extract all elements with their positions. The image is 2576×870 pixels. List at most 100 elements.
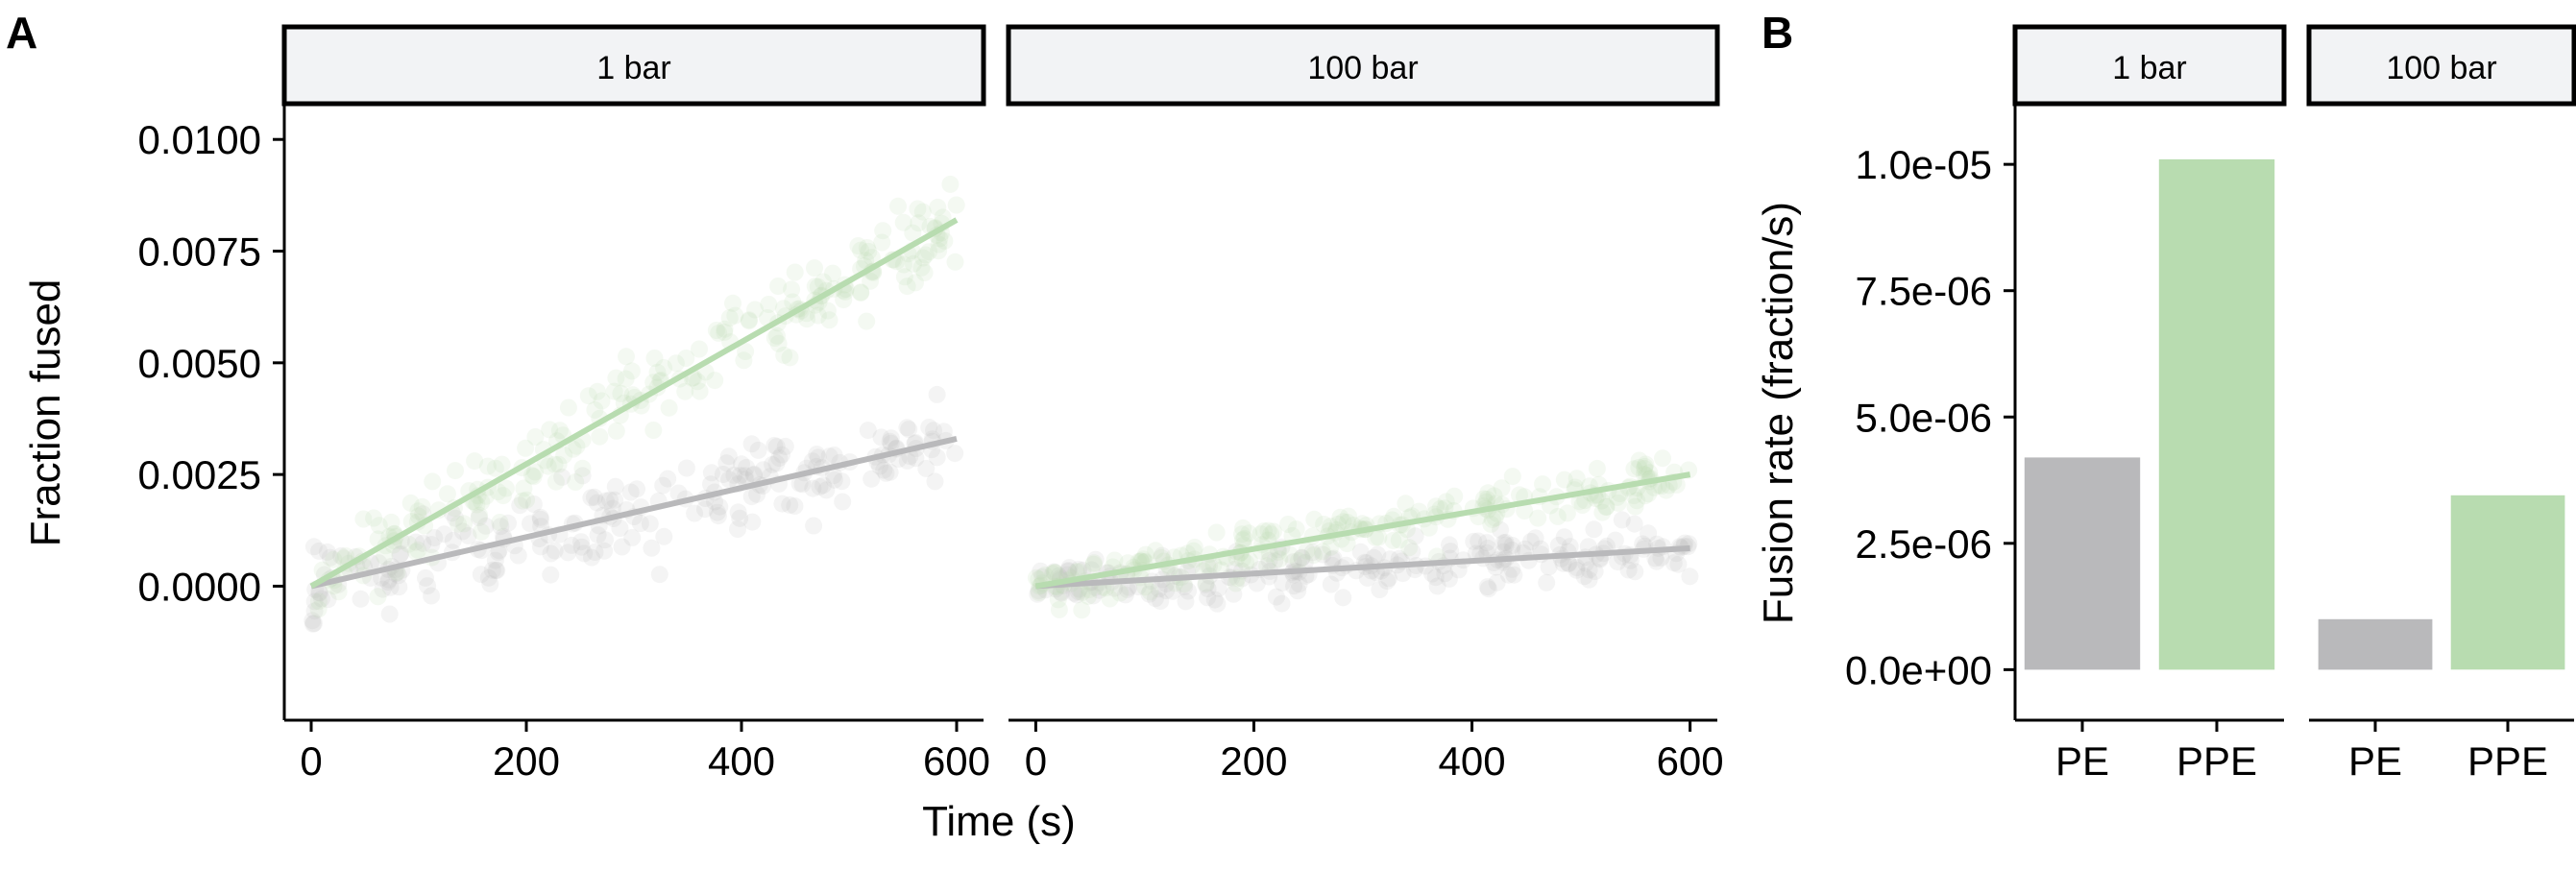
data-point-ppe [1625,460,1643,478]
data-point-pe [406,533,425,551]
data-point-pe [1059,563,1078,580]
data-point-pe [643,539,661,557]
data-point-pe [380,605,399,623]
data-point-pe [319,591,337,609]
data-point-pe [1296,553,1314,571]
data-point-ppe [1570,493,1589,511]
data-point-ppe [1304,546,1323,564]
b1-x-ticks: PE PPE [2055,720,2257,784]
data-point-pe [1371,581,1389,598]
data-point-pe [1560,555,1578,573]
data-point-pe [731,467,749,485]
data-point-ppe [645,350,664,367]
data-point-pe [898,451,916,470]
data-point-pe [1068,586,1086,604]
data-point-ppe [936,231,954,250]
data-point-ppe [1431,499,1449,518]
data-point-pe [1577,554,1594,572]
data-point-pe [374,580,392,598]
data-point-ppe [400,535,418,553]
data-point-pe [733,455,750,473]
data-point-pe [702,475,719,494]
data-point-ppe [1111,584,1130,602]
data-point-pe [472,566,490,584]
data-point-ppe [905,254,922,273]
data-point-pe [1045,563,1063,581]
bar-pe [2024,457,2141,670]
data-point-pe [742,488,761,506]
data-point-pe [1084,587,1103,605]
data-point-pe [811,477,829,495]
x-tick-label: 400 [708,738,775,784]
data-point-ppe [1234,519,1252,537]
data-point-pe [583,548,600,567]
data-point-pe [509,546,527,565]
data-point-pe [729,520,746,538]
data-point-ppe [329,583,348,601]
data-point-pe [809,448,827,467]
data-point-pe [1423,565,1442,583]
data-point-ppe [766,329,784,347]
data-point-pe [1488,573,1506,592]
data-point-ppe [1593,503,1612,521]
data-point-pe [417,568,434,587]
data-point-pe [1522,533,1540,550]
data-point-ppe [413,497,431,516]
data-point-pe [882,429,900,447]
data-point-pe [1609,553,1627,571]
data-point-pe [423,587,441,605]
data-point-pe [1378,572,1397,591]
data-point-ppe [568,437,586,455]
data-point-pe [1470,532,1488,550]
fit-line-ppe [1034,471,1691,590]
data-point-ppe [365,509,383,527]
data-point-pe [621,483,640,501]
data-point-pe [596,492,615,510]
data-point-pe [1503,537,1521,554]
data-point-ppe [775,346,793,364]
data-point-ppe [852,283,870,302]
data-point-pe [1505,566,1523,584]
data-point-ppe [622,362,641,380]
data-point-ppe [716,323,734,341]
data-point-ppe [1483,510,1501,528]
data-point-pe [808,446,826,464]
data-point-ppe [862,272,880,290]
data-point-ppe [337,547,354,565]
data-point-pe [1567,559,1586,577]
data-point-ppe [559,399,577,417]
data-point-ppe [1400,539,1419,557]
data-point-pe [1314,545,1332,564]
data-point-ppe [1279,516,1298,533]
facet-label-b1: 1 bar [2112,50,2187,86]
data-point-ppe [835,291,853,309]
data-point-pe [781,495,799,514]
data-point-ppe [1233,525,1251,544]
data-point-pe [1293,549,1311,568]
a-y-axis-title: Fraction fused [22,279,69,547]
data-point-pe [1150,580,1168,598]
data-point-pe [542,544,560,563]
data-point-ppe [1390,531,1408,549]
data-point-pe [601,491,619,509]
data-point-ppe [1534,475,1552,494]
data-point-pe [304,612,322,630]
data-point-pe [481,575,499,592]
data-point-pe [1606,531,1624,549]
data-point-ppe [740,311,758,329]
data-point-pe [1428,577,1446,595]
data-point-pe [628,480,645,498]
data-point-pe [1579,538,1597,556]
a2-points [1027,449,1699,619]
data-point-ppe [518,491,536,509]
data-point-pe [487,561,505,579]
data-point-pe [833,472,851,491]
data-point-pe [773,495,791,513]
a1-fit-lines [309,217,959,590]
data-point-ppe [909,200,927,218]
data-point-ppe [786,263,804,281]
data-point-pe [702,464,720,482]
data-point-pe [1487,558,1505,576]
data-point-pe [1267,588,1285,606]
data-point-pe [588,494,606,512]
